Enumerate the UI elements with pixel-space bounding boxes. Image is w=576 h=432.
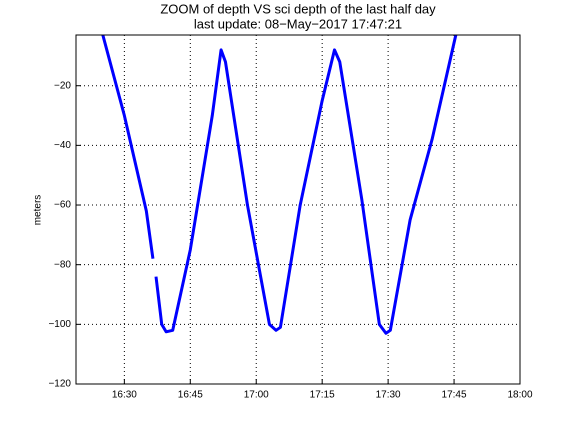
x-tick-label: 18:00 (507, 390, 532, 401)
y-tick-label: −120 (48, 379, 71, 390)
x-tick-label: 17:15 (310, 390, 335, 401)
x-tick-label: 17:00 (244, 390, 269, 401)
axes-box (75, 34, 521, 385)
x-tick-label: 16:45 (178, 390, 203, 401)
y-tick-label: −40 (54, 140, 71, 151)
y-tick-label: −20 (54, 80, 71, 91)
data-line (101, 34, 458, 335)
chart-title: ZOOM of depth VS sci depth of the last h… (160, 1, 436, 16)
y-tick-label: −80 (54, 259, 71, 270)
chart-subtitle: last update: 08−May−2017 17:47:21 (194, 16, 402, 31)
x-tick-label: 17:30 (376, 390, 401, 401)
y-tick-label: −60 (54, 200, 71, 211)
x-tick-label: 16:30 (112, 390, 137, 401)
y-axis-label: meters (33, 195, 44, 226)
x-tick-label: 17:45 (442, 390, 467, 401)
y-tick-label: −100 (48, 319, 71, 330)
